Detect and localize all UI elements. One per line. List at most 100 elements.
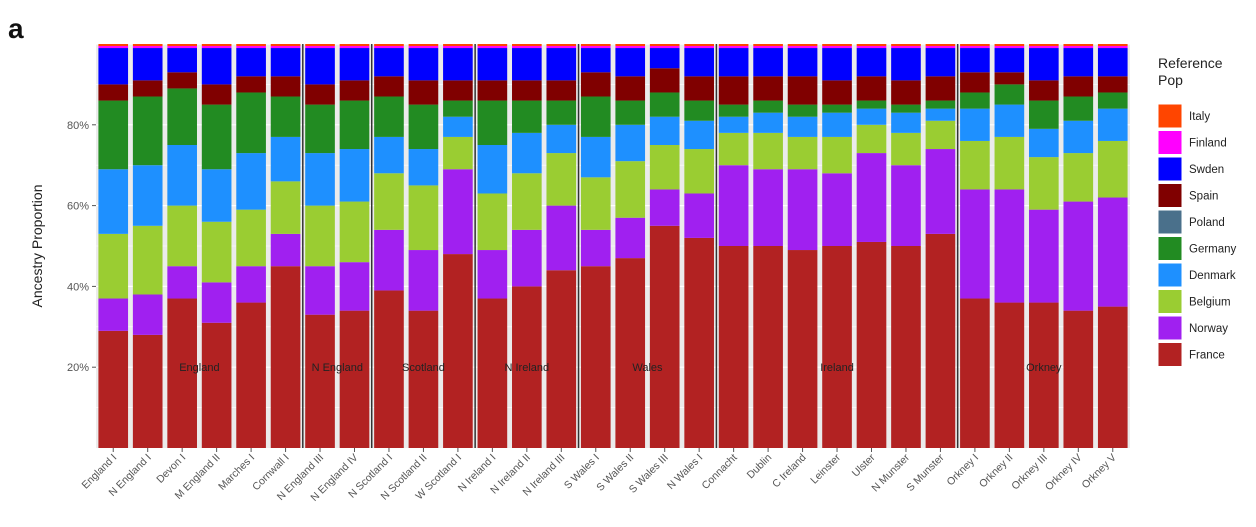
bar-segment-spain	[374, 76, 404, 97]
bar-segment-swden	[891, 48, 921, 81]
bar-segment-spain	[856, 76, 887, 101]
bar-segment-spain	[615, 76, 646, 101]
legend-label: Denmark	[1189, 270, 1236, 282]
x-tick-label: Connacht	[699, 452, 739, 492]
bar-segment-belgium	[684, 149, 714, 194]
bar-segment-finland	[305, 46, 335, 49]
bar-segment-belgium	[305, 205, 335, 267]
bar-segment-italy	[615, 44, 646, 47]
bar-segment-denmark	[167, 145, 197, 206]
bar-segment-swden	[994, 48, 1025, 73]
bar-segment-swden	[270, 48, 301, 77]
bar-segment-france	[684, 237, 714, 448]
legend-swatch	[1157, 103, 1183, 129]
bar-segment-italy	[649, 44, 680, 47]
bar-segment-norway	[408, 250, 439, 311]
bar-segment-denmark	[891, 112, 921, 133]
bar-segment-norway	[753, 169, 783, 246]
legend-swatch	[1157, 342, 1183, 367]
bar-segment-swden	[649, 48, 680, 69]
bar-segment-belgium	[1097, 140, 1128, 198]
y-axis-title: Ancestry Proportion	[29, 185, 45, 308]
group-label: England	[179, 362, 219, 374]
bar-segment-germany	[856, 100, 887, 109]
bar-segment-belgium	[98, 233, 129, 299]
legend-swatch	[1157, 156, 1183, 182]
bar-segment-swden	[753, 48, 783, 77]
bar-segment-denmark	[270, 136, 301, 182]
bar-segment-germany	[1029, 100, 1059, 129]
bar-segment-denmark	[822, 112, 852, 137]
bar-segment-belgium	[580, 177, 611, 230]
bar-segment-spain	[546, 80, 577, 101]
bar-segment-norway	[1029, 209, 1059, 303]
bar-segment-finland	[98, 46, 129, 49]
bar-segment-finland	[546, 46, 577, 49]
bar-segment-belgium	[718, 132, 749, 166]
bar-segment-italy	[925, 44, 956, 47]
bar-segment-italy	[822, 44, 852, 47]
bar-segment-germany	[477, 100, 508, 145]
bar-segment-norway	[477, 250, 508, 299]
bar-segment-denmark	[1097, 108, 1128, 141]
bar-segment-germany	[305, 104, 335, 154]
bar-segment-denmark	[201, 169, 232, 222]
bar-segment-finland	[925, 46, 956, 49]
bar-segment-germany	[132, 96, 163, 166]
legend-swatch	[1157, 289, 1183, 314]
legend-swatch	[1157, 183, 1183, 208]
bar-segment-norway	[512, 229, 542, 287]
bar-segment-denmark	[339, 149, 370, 202]
bar-segment-france	[167, 298, 197, 448]
bar-segment-norway	[787, 169, 818, 251]
bar-segment-spain	[684, 76, 714, 101]
bar-segment-france	[753, 246, 783, 448]
bar-segment-denmark	[1063, 120, 1094, 154]
legend-swatch	[1157, 130, 1183, 155]
bar-segment-denmark	[374, 136, 404, 174]
x-tick-label: C Ireland	[770, 452, 809, 491]
bar-segment-swden	[132, 48, 163, 81]
bar-segment-france	[1097, 306, 1128, 448]
legend-swatch	[1157, 209, 1183, 235]
y-tick-label: 80%	[67, 120, 89, 132]
bar-segment-italy	[443, 44, 473, 47]
bar-segment-swden	[684, 48, 714, 77]
bar-segment-italy	[167, 44, 197, 47]
bar-segment-belgium	[477, 193, 508, 251]
bar-segment-norway	[649, 189, 680, 226]
bar-segment-italy	[408, 44, 439, 47]
bar-segment-spain	[512, 80, 542, 101]
bar-segment-swden	[822, 48, 852, 81]
bar-segment-belgium	[408, 185, 439, 251]
bar-segment-swden	[787, 48, 818, 77]
bar-segment-germany	[787, 104, 818, 117]
bar-segment-spain	[339, 80, 370, 101]
bar-segment-france	[822, 246, 852, 448]
legend-swatch	[1157, 262, 1183, 288]
bar-segment-germany	[339, 100, 370, 150]
bar-segment-france	[718, 246, 749, 448]
bar-segment-finland	[1029, 46, 1059, 49]
legend-label: Spain	[1189, 191, 1218, 203]
bar-segment-italy	[236, 44, 266, 47]
bar-segment-france	[994, 302, 1025, 448]
bar-segment-swden	[615, 48, 646, 77]
group-labels: England N England Scotland N Ireland Wales Ir…	[179, 362, 1062, 374]
bar-segment-italy	[787, 44, 818, 47]
bar-segment-finland	[236, 46, 266, 49]
bar-segment-italy	[891, 44, 921, 47]
bar-segment-swden	[1029, 48, 1059, 81]
x-tick-label: Ulster	[850, 451, 878, 479]
bar-segment-norway	[925, 149, 956, 234]
bar-segment-italy	[753, 44, 783, 47]
bar-segment-spain	[443, 80, 473, 101]
bar-segment-denmark	[477, 145, 508, 194]
bar-segment-italy	[98, 44, 129, 47]
bar-segment-denmark	[546, 124, 577, 154]
bar-segment-italy	[994, 44, 1025, 47]
bar-segment-finland	[649, 46, 680, 49]
bar-segment-italy	[580, 44, 611, 47]
bar-segment-spain	[305, 84, 335, 105]
bar-segment-france	[1063, 310, 1094, 448]
